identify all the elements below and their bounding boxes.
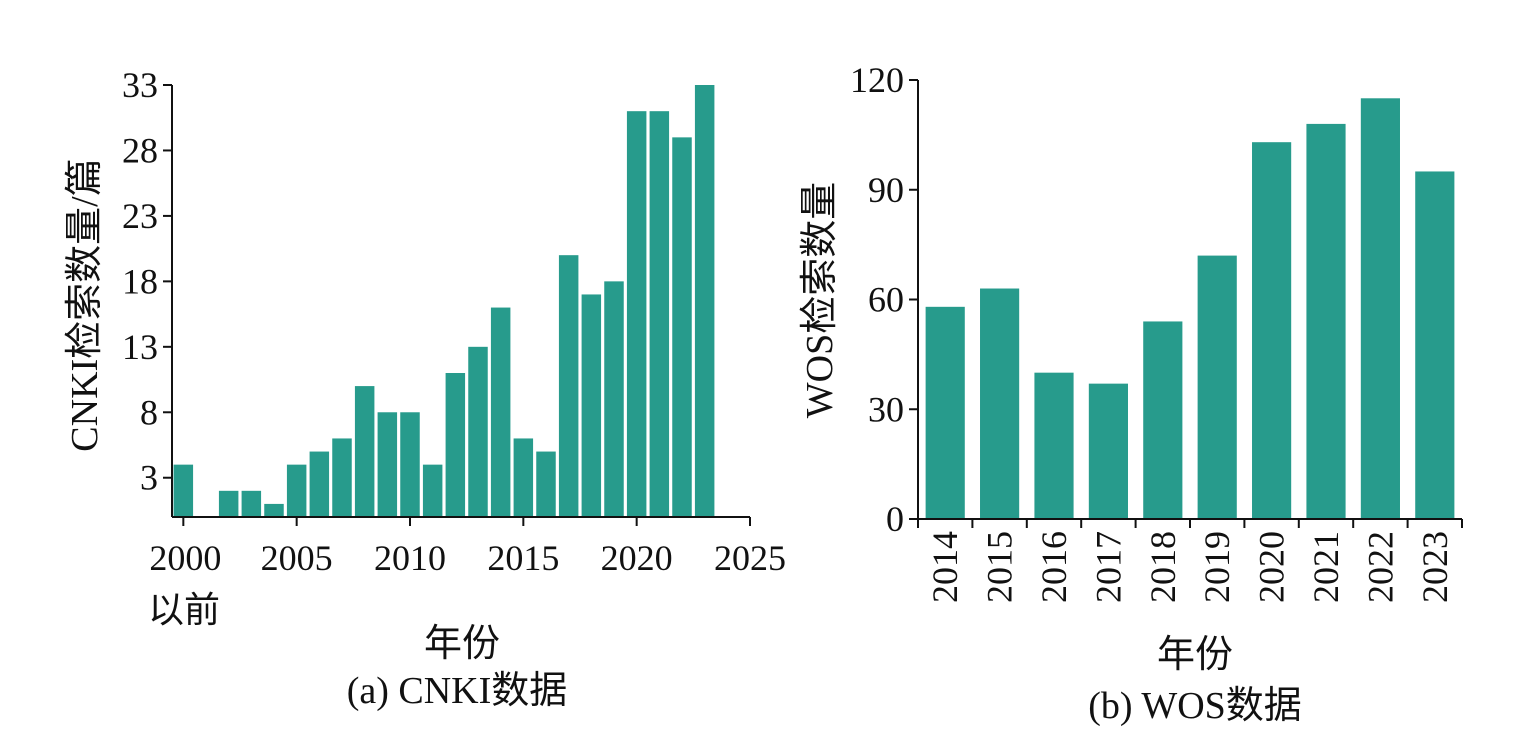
panel-b-bars (925, 98, 1455, 520)
panel-a-x-axis-label: 年份 (424, 623, 500, 665)
panel-b-y-tick-label: 0 (886, 499, 904, 539)
panel-b-bar (1306, 123, 1346, 520)
panel-a-bar (264, 503, 284, 517)
panel-b-x-axis-label: 年份 (1157, 634, 1233, 676)
panel-b-bar (1034, 372, 1074, 519)
panel-b-x-tick-label: 2014 (925, 531, 965, 603)
panel-a-caption: (a) CNKI数据 (347, 670, 568, 712)
panel-b-y-ticks: 0 30 60 90 120 (850, 60, 918, 539)
panel-a-y-ticks: 3 8 13 18 23 28 33 (122, 65, 172, 498)
panel-a-bar (422, 464, 443, 517)
panel-a-bar (332, 438, 352, 517)
panel-a-bar (626, 111, 647, 518)
panel-a-y-tick-label: 13 (122, 327, 158, 367)
panel-a-y-axis-label: CNKI检索数量/篇 (64, 158, 106, 451)
panel-a-bar (400, 412, 420, 517)
panel-b-bar (1197, 255, 1237, 519)
panel-a-y-tick-label: 8 (140, 392, 158, 432)
panel-b-x-tick-label: 2023 (1415, 531, 1455, 603)
panel-a-bar (445, 373, 466, 517)
panel-b-bar (1360, 98, 1400, 519)
panel-b-x-tick-label: 2017 (1088, 531, 1128, 603)
panel-a-bar (354, 386, 375, 517)
panel-b-x-tick-label: 2020 (1252, 531, 1292, 603)
panel-b-x-tick-label: 2019 (1197, 531, 1237, 603)
panel-a-bar (377, 412, 398, 517)
panel-a-x-tick-sublabel: 以前 (148, 590, 220, 630)
panel-a-bar (694, 85, 715, 517)
panel-a-bars (173, 85, 715, 518)
panel-a-bar (672, 137, 692, 518)
panel-b-x-tick-label: 2015 (980, 531, 1020, 603)
panel-a-bar (490, 307, 511, 517)
panel-a-bar (468, 346, 488, 517)
panel-a-cnki-chart: 3 8 13 18 23 28 33 2000 2005 2010 2015 2020 2025 以前… (64, 65, 786, 712)
panel-a-y-tick-label: 33 (122, 65, 158, 105)
panel-b-y-tick-label: 60 (868, 280, 904, 320)
panel-a-x-tick-label: 2000 (149, 538, 221, 578)
panel-b-x-ticks: 2014 2015 2016 2017 2018 2019 2020 2021 2022 2023 (917, 519, 1463, 603)
panel-a-bar (241, 490, 262, 517)
panel-b-bar (925, 306, 965, 519)
panel-b-bar (1143, 321, 1183, 519)
panel-a-bar (649, 111, 670, 518)
panel-a-x-tick-label: 2010 (374, 538, 446, 578)
panel-a-y-tick-label: 28 (122, 130, 158, 170)
panel-a-y-tick-label: 3 (140, 458, 158, 498)
panel-b-bar (1252, 142, 1292, 519)
panel-a-bar (218, 490, 239, 517)
panel-a-bar (558, 255, 579, 517)
panel-a-bar (286, 464, 307, 517)
panel-a-x-tick-label: 2015 (487, 538, 559, 578)
panel-b-y-axis-label: WOS检索数量 (799, 182, 841, 418)
panel-b-bar (980, 288, 1020, 519)
panel-b-bar (1088, 383, 1128, 519)
panel-a-bar (513, 438, 534, 517)
panel-a-bar (581, 294, 602, 517)
panel-a-bar (604, 281, 624, 517)
panel-a-bar (536, 451, 556, 517)
panel-b-y-tick-label: 30 (868, 389, 904, 429)
panel-b-y-tick-label: 120 (850, 60, 904, 100)
panel-b-bar (1415, 171, 1455, 519)
panel-b-x-tick-label: 2016 (1034, 531, 1074, 603)
panel-a-y-tick-label: 18 (122, 261, 158, 301)
panel-a-x-ticks: 2000 2005 2010 2015 2020 2025 (149, 517, 786, 578)
panel-a-x-tick-label: 2020 (601, 538, 673, 578)
panel-a-x-tick-label: 2025 (714, 538, 786, 578)
panel-b-caption: (b) WOS数据 (1088, 685, 1302, 727)
panel-b-x-tick-label: 2018 (1143, 531, 1183, 603)
panel-b-x-tick-label: 2021 (1306, 531, 1346, 603)
panel-a-x-tick-label: 2005 (261, 538, 333, 578)
panel-a-bar (173, 464, 194, 517)
panel-a-y-tick-label: 23 (122, 196, 158, 236)
panel-b-x-tick-label: 2022 (1360, 531, 1400, 603)
panel-b-y-tick-label: 90 (868, 170, 904, 210)
panel-a-bar (309, 451, 330, 517)
